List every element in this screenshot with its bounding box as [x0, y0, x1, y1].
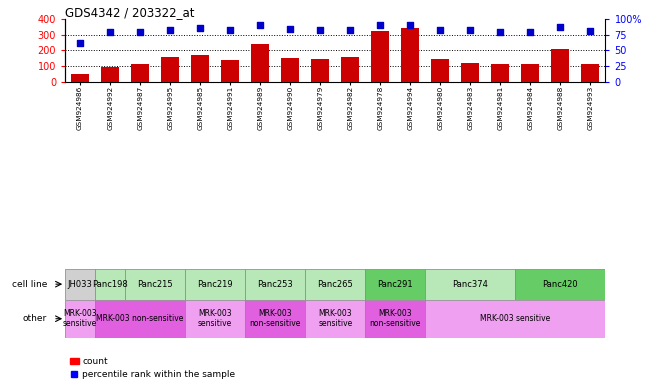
Text: JH033: JH033 [68, 280, 92, 289]
Bar [425, 300, 605, 338]
Bar [185, 269, 245, 300]
Point [255, 22, 266, 28]
Point [525, 30, 536, 36]
Point [225, 27, 236, 33]
Text: Panc265: Panc265 [318, 280, 353, 289]
Text: Panc420: Panc420 [542, 280, 578, 289]
Bar [521, 65, 540, 82]
Bar [131, 65, 149, 82]
Point [195, 25, 205, 31]
Bar [101, 67, 119, 82]
Text: Panc198: Panc198 [92, 280, 128, 289]
Text: cell line: cell line [12, 280, 47, 289]
Bar [71, 74, 89, 82]
Legend: count, percentile rank within the sample: count, percentile rank within the sample [70, 357, 236, 379]
Point [285, 26, 296, 32]
Point [75, 40, 85, 46]
Bar [245, 300, 305, 338]
Bar [221, 60, 239, 82]
Bar [462, 63, 479, 82]
Bar [251, 44, 270, 82]
Bar [95, 269, 125, 300]
Point [405, 22, 415, 28]
Point [135, 29, 145, 35]
Point [345, 27, 355, 33]
Bar [516, 269, 605, 300]
Text: Panc374: Panc374 [452, 280, 488, 289]
Bar [551, 49, 570, 82]
Text: MRK-003
non-sensitive: MRK-003 non-sensitive [370, 309, 421, 328]
Bar [125, 269, 185, 300]
Bar [371, 31, 389, 82]
Bar [65, 269, 95, 300]
Text: GDS4342 / 203322_at: GDS4342 / 203322_at [65, 6, 195, 19]
Text: Panc219: Panc219 [197, 280, 233, 289]
Text: MRK-003 non-sensitive: MRK-003 non-sensitive [96, 314, 184, 323]
Point [165, 27, 175, 33]
Point [495, 30, 506, 36]
Bar [311, 58, 329, 82]
Bar [341, 57, 359, 82]
Point [465, 27, 475, 33]
Bar [305, 269, 365, 300]
Bar [492, 65, 509, 82]
Point [105, 29, 115, 35]
Text: Panc291: Panc291 [378, 280, 413, 289]
Text: Panc253: Panc253 [257, 280, 293, 289]
Bar [191, 55, 209, 82]
Text: MRK-003
sensitive: MRK-003 sensitive [318, 309, 352, 328]
Text: other: other [23, 314, 47, 323]
Bar [365, 300, 425, 338]
Bar [432, 59, 449, 82]
Point [315, 27, 326, 33]
Bar [245, 269, 305, 300]
Text: MRK-003
sensitive: MRK-003 sensitive [63, 309, 97, 328]
Point [585, 28, 596, 35]
Bar [425, 269, 516, 300]
Bar [281, 58, 299, 82]
Bar [185, 300, 245, 338]
Text: MRK-003
non-sensitive: MRK-003 non-sensitive [249, 309, 301, 328]
Text: Panc215: Panc215 [137, 280, 173, 289]
Bar [365, 269, 425, 300]
Point [555, 24, 566, 30]
Text: MRK-003
sensitive: MRK-003 sensitive [198, 309, 232, 328]
Point [435, 27, 445, 33]
Bar [65, 300, 95, 338]
Bar [161, 58, 179, 82]
Bar [581, 65, 600, 82]
Text: MRK-003 sensitive: MRK-003 sensitive [480, 314, 551, 323]
Point [375, 22, 385, 28]
Bar [305, 300, 365, 338]
Bar [401, 28, 419, 82]
Bar [95, 300, 185, 338]
